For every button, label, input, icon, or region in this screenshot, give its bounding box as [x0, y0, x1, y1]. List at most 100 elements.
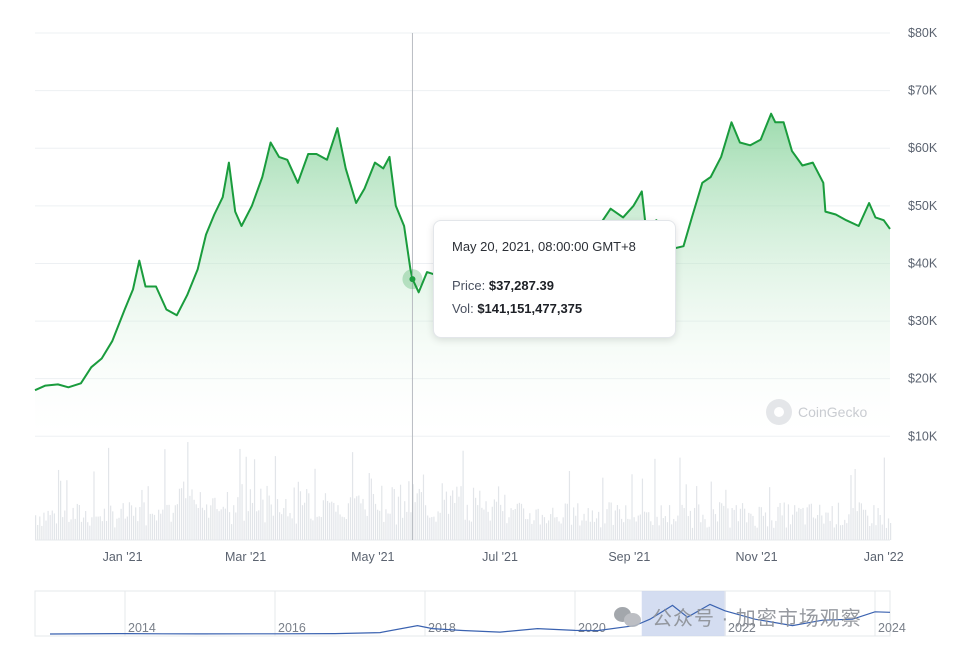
- volume-bar: [408, 481, 410, 540]
- volume-bar: [787, 504, 790, 540]
- volume-bar: [812, 517, 815, 540]
- volume-bar: [124, 518, 126, 540]
- volume-bar: [107, 447, 110, 540]
- volume-bar: [854, 468, 856, 540]
- volume-bar: [366, 515, 368, 540]
- volume-bar: [185, 498, 187, 540]
- volume-bar: [431, 517, 433, 540]
- volume-bar: [487, 511, 489, 540]
- volume-bar: [485, 501, 487, 540]
- volume-bar: [195, 504, 197, 540]
- volume-bar: [420, 492, 422, 540]
- navigator-year-label: 2024: [878, 621, 906, 635]
- volume-bar: [837, 502, 840, 540]
- volume-bar: [518, 502, 521, 540]
- volume-bar: [351, 452, 354, 540]
- volume-bar: [823, 523, 825, 540]
- volume-bar: [810, 503, 812, 540]
- volume-bar: [737, 521, 739, 540]
- volume-bar: [869, 526, 871, 540]
- volume-bar: [306, 489, 308, 540]
- volume-bar: [329, 502, 331, 540]
- volume-bar: [568, 471, 571, 540]
- volume-bar: [318, 516, 320, 540]
- volume-bar: [278, 512, 281, 540]
- volume-bar: [82, 517, 85, 540]
- volume-bar: [827, 512, 829, 540]
- volume-bar: [631, 474, 633, 540]
- volume-bar: [587, 508, 589, 540]
- volume-bars: [35, 442, 892, 541]
- wechat-watermark: 公众号 · 加密市场观察: [614, 600, 862, 632]
- volume-bar: [662, 518, 664, 540]
- volume-bar: [191, 489, 193, 540]
- navigator-year-label: 2020: [578, 621, 606, 635]
- volume-bar: [716, 521, 719, 540]
- volume-bar: [702, 514, 704, 540]
- volume-bar: [245, 456, 247, 540]
- volume-bar: [452, 490, 454, 540]
- volume-bar: [593, 521, 596, 540]
- date-tick-label: Jan '22: [864, 550, 904, 564]
- volume-bar: [741, 503, 744, 540]
- volume-bar: [139, 507, 141, 540]
- volume-bar: [224, 508, 226, 540]
- range-navigator[interactable]: 2014 2016 2018 2020 2022 2024: [34, 590, 906, 637]
- volume-bar: [391, 487, 393, 540]
- volume-bar: [719, 502, 721, 540]
- volume-bar: [310, 518, 312, 540]
- volume-bar: [506, 523, 508, 540]
- volume-bar: [333, 502, 335, 540]
- volume-bar: [595, 518, 598, 540]
- volume-bar: [556, 517, 558, 540]
- volume-bar: [727, 508, 729, 540]
- volume-bar: [627, 518, 629, 540]
- volume-bar: [89, 525, 91, 540]
- volume-bar: [39, 516, 41, 540]
- volume-bar: [66, 480, 68, 540]
- wechat-watermark-text: 公众号 · 加密市场观察: [652, 607, 862, 630]
- volume-bar: [798, 507, 800, 540]
- volume-bar: [216, 509, 218, 540]
- volume-bar: [848, 514, 850, 540]
- volume-bar: [806, 507, 808, 540]
- volume-bar: [226, 492, 229, 540]
- volume-bar: [253, 459, 256, 540]
- tooltip-vol-value: $141,151,477,375: [477, 301, 583, 316]
- volume-bar: [660, 505, 662, 540]
- volume-bar: [608, 502, 610, 540]
- volume-bar: [493, 499, 495, 540]
- volume-bar: [620, 518, 623, 540]
- volume-bar: [454, 502, 456, 540]
- volume-bar: [679, 457, 681, 540]
- date-tick-label: May '21: [351, 550, 394, 564]
- volume-bar: [304, 502, 306, 540]
- price-tick-label: $10K: [908, 429, 938, 443]
- volume-bar: [197, 507, 199, 540]
- volume-bar: [802, 507, 804, 540]
- volume-bar: [416, 493, 418, 540]
- volume-bar: [708, 526, 710, 540]
- volume-bar: [746, 522, 748, 540]
- volume-bar: [683, 508, 685, 540]
- volume-bar: [468, 520, 470, 540]
- volume-bar: [464, 519, 466, 540]
- volume-bar: [739, 508, 742, 540]
- volume-bar: [228, 512, 231, 540]
- volume-bar: [873, 505, 875, 540]
- volume-bar: [583, 513, 585, 540]
- volume-bar: [49, 515, 51, 540]
- volume-bar: [504, 494, 506, 540]
- volume-bar: [399, 484, 402, 540]
- volume-bar: [241, 484, 243, 540]
- navigator-frame: [34, 590, 891, 637]
- volume-bar: [379, 510, 381, 540]
- volume-bar: [831, 506, 833, 540]
- volume-bar: [570, 524, 573, 540]
- volume-bar: [579, 525, 581, 540]
- volume-bar: [293, 487, 295, 540]
- volume-bar: [199, 492, 201, 540]
- volume-bar: [573, 507, 575, 540]
- volume-bar: [618, 509, 621, 540]
